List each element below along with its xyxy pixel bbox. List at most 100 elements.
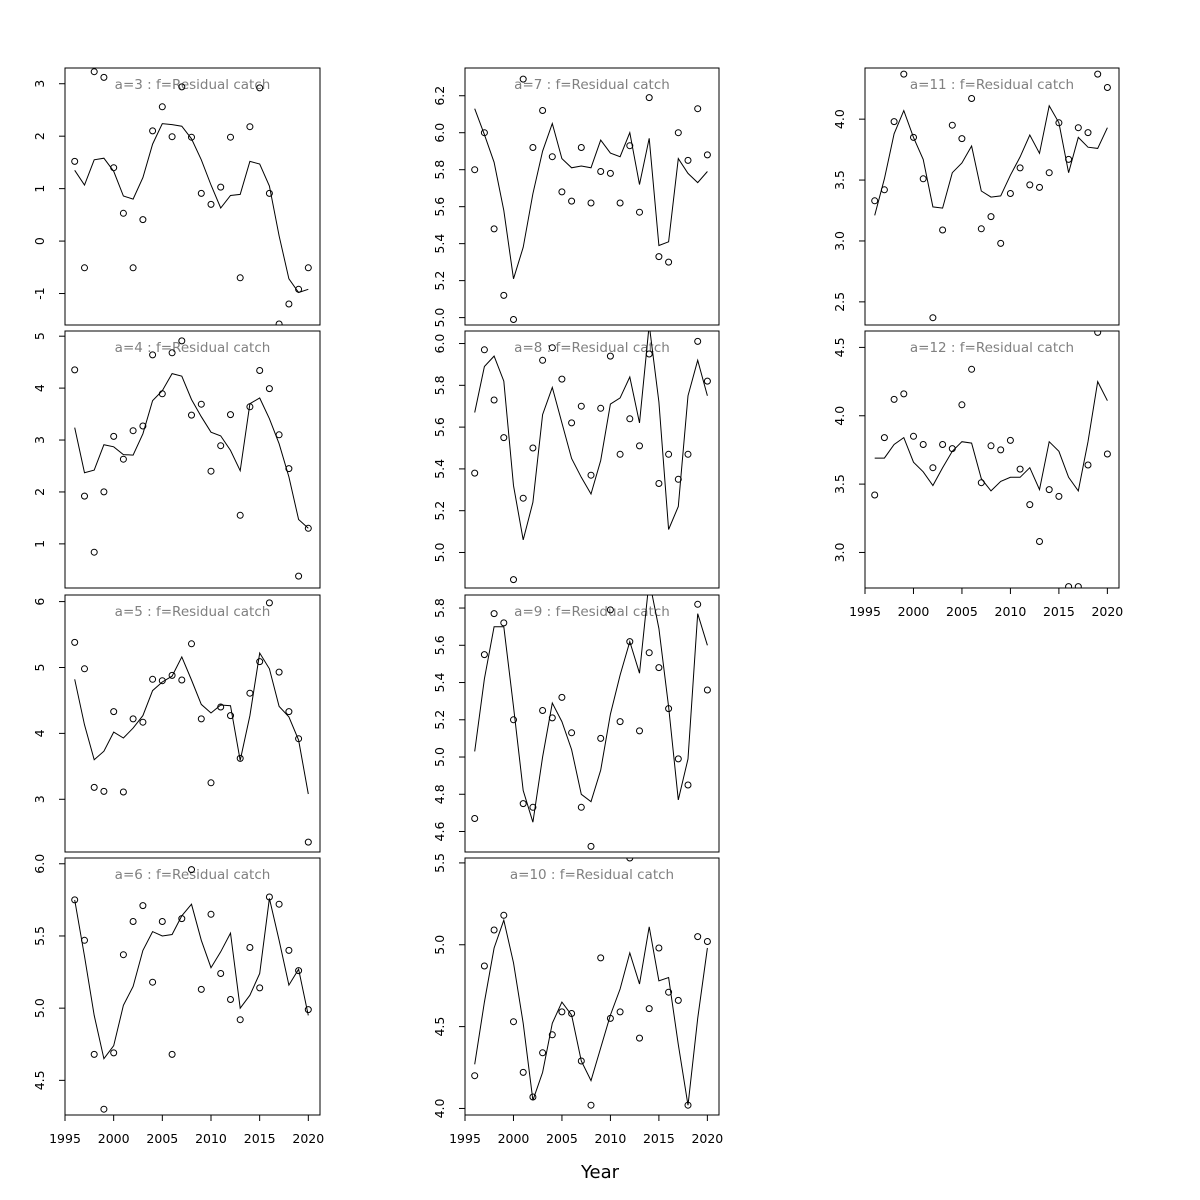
- observed-point: [197, 985, 205, 993]
- observed-point: [217, 703, 225, 711]
- observed-point: [471, 815, 479, 822]
- observed-point: [519, 1068, 527, 1076]
- observed-point: [703, 377, 711, 385]
- x-tick-label: 1995: [449, 1131, 481, 1146]
- x-tick-label: 2010: [995, 604, 1027, 619]
- fitted-line: [74, 651, 309, 795]
- y-tick-label: 5.0: [432, 308, 447, 328]
- observed-point: [158, 677, 166, 685]
- observed-point: [1084, 461, 1092, 469]
- observed-point: [606, 352, 614, 360]
- observed-point: [871, 491, 879, 499]
- observed-point: [236, 511, 244, 519]
- observed-point: [684, 1101, 692, 1109]
- y-tick-label: 2: [32, 488, 47, 496]
- panel-frame: [64, 67, 321, 326]
- observed-point: [977, 479, 985, 487]
- observed-point: [217, 442, 225, 450]
- panel-frame: [64, 594, 321, 853]
- observed-point: [265, 893, 273, 901]
- observed-point: [81, 492, 88, 500]
- observed-point: [674, 475, 682, 483]
- observed-point: [100, 787, 108, 795]
- observed-point: [207, 467, 215, 475]
- observed-point: [890, 118, 898, 126]
- observed-point: [1006, 436, 1014, 444]
- observed-point: [684, 450, 692, 458]
- observed-point: [139, 216, 147, 224]
- observed-point: [674, 129, 682, 137]
- panel-frame: [464, 330, 720, 589]
- observed-point: [568, 729, 576, 737]
- fitted-line: [74, 898, 309, 1060]
- y-tick-label: 3.5: [832, 474, 847, 494]
- observed-point: [246, 944, 254, 951]
- observed-point: [304, 838, 312, 846]
- observed-point: [616, 718, 624, 726]
- observed-point: [568, 419, 576, 427]
- observed-point: [275, 900, 283, 908]
- observed-point: [490, 610, 498, 618]
- observed-point: [1036, 183, 1043, 191]
- panel-title: a=8 : f=Residual catch: [514, 340, 670, 356]
- observed-point: [919, 441, 927, 448]
- panel: a=5 : f=Residual catch 3 4 5 6: [32, 594, 321, 853]
- observed-point: [1074, 124, 1082, 132]
- observed-point: [158, 918, 166, 925]
- panel-title: a=6 : f=Residual catch: [115, 867, 271, 883]
- y-tick-label: 5: [32, 664, 47, 672]
- observed-point: [265, 189, 273, 197]
- observed-point: [890, 395, 898, 403]
- observed-point: [158, 103, 166, 111]
- observed-point: [490, 225, 498, 233]
- observed-point: [471, 1072, 479, 1080]
- observed-point: [188, 640, 195, 648]
- y-tick-label: 6.2: [432, 86, 447, 106]
- observed-point: [100, 1105, 108, 1113]
- observed-point: [100, 73, 108, 81]
- y-tick-label: 5.4: [432, 234, 447, 254]
- observed-point: [265, 385, 273, 393]
- observed-point: [597, 168, 605, 175]
- observed-point: [655, 253, 663, 261]
- observed-point: [275, 320, 283, 325]
- observed-point: [129, 715, 137, 723]
- observed-point: [90, 783, 98, 791]
- observed-point: [158, 390, 166, 398]
- y-tick-label: 1: [32, 540, 47, 548]
- observed-point: [910, 133, 917, 141]
- observed-point: [626, 858, 634, 862]
- observed-point: [197, 715, 205, 723]
- observed-point: [929, 314, 937, 322]
- panel-title: a=11 : f=Residual catch: [910, 77, 1074, 93]
- x-tick-label: 2010: [195, 1131, 227, 1146]
- panel-data: [471, 858, 711, 1109]
- observed-point: [694, 337, 702, 345]
- observed-point: [1045, 486, 1053, 494]
- observed-point: [703, 938, 711, 945]
- observed-point: [119, 788, 127, 796]
- observed-point: [703, 686, 711, 694]
- observed-point: [558, 1008, 566, 1016]
- observed-point: [948, 445, 956, 453]
- observed-point: [655, 480, 663, 487]
- x-tick-label: 2000: [98, 1131, 130, 1146]
- observed-point: [558, 188, 566, 196]
- observed-point: [110, 432, 118, 440]
- observed-point: [510, 576, 517, 584]
- y-tick-label: 3: [32, 80, 47, 88]
- observed-point: [529, 144, 537, 151]
- observed-point: [616, 450, 624, 458]
- panel: a=3 : f=Residual catch -1 0 1 2 3: [32, 67, 321, 326]
- observed-point: [100, 488, 108, 496]
- observed-point: [987, 213, 995, 221]
- observed-point: [295, 735, 303, 743]
- y-tick-label: 3.0: [832, 542, 847, 562]
- fitted-line: [474, 918, 708, 1106]
- observed-point: [110, 1049, 118, 1057]
- y-tick-label: 5.8: [432, 160, 447, 180]
- y-tick-label: 5.5: [32, 926, 47, 946]
- observed-point: [929, 464, 937, 472]
- fitted-line: [474, 595, 708, 823]
- observed-point: [275, 431, 283, 439]
